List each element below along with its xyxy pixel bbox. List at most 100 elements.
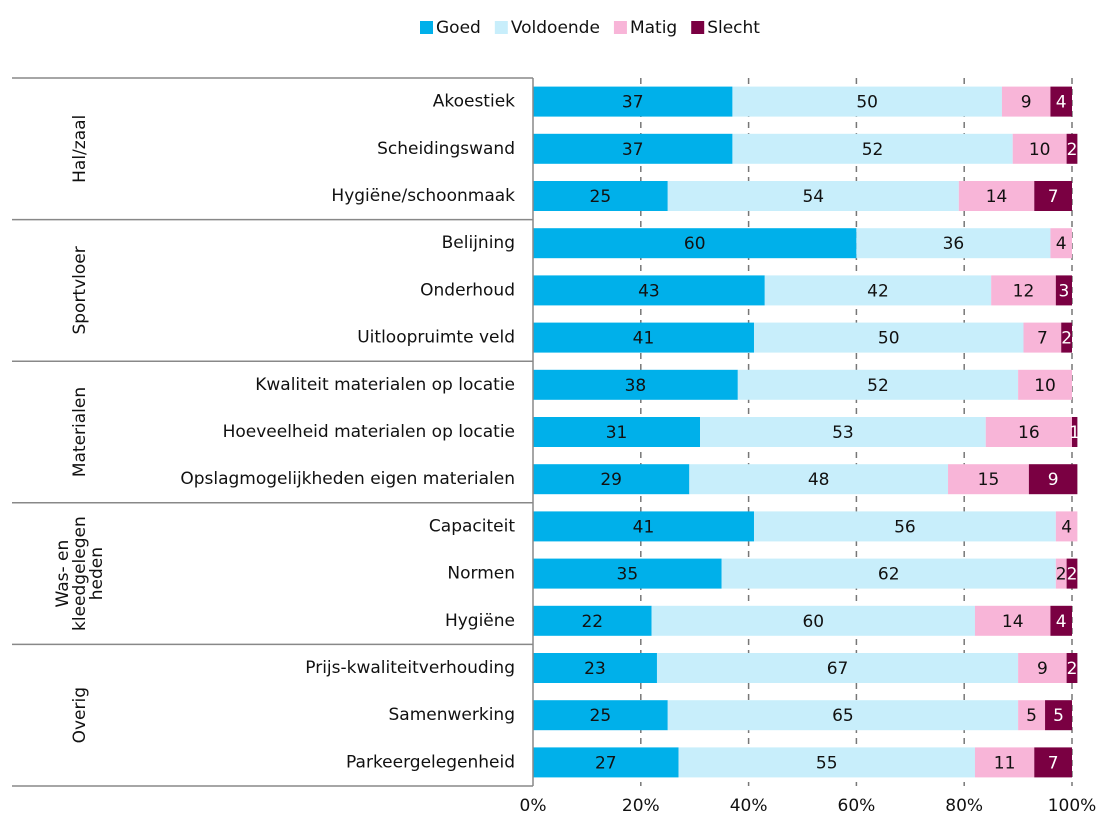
bar-segment: [1023, 322, 1062, 353]
data-label: 9: [1021, 93, 1032, 113]
x-tick-label: 60%: [838, 796, 876, 816]
data-label: 43: [638, 281, 660, 301]
data-label: 4: [1056, 612, 1067, 632]
y-tick-label: Onderhoud: [420, 280, 515, 300]
legend-swatch: [613, 21, 627, 34]
bar-segment: [1018, 653, 1067, 683]
y-tick-label: Normen: [447, 564, 515, 584]
data-label: 53: [832, 423, 854, 443]
data-label: 11: [994, 753, 1016, 773]
y-tick-label: Samenwerking: [389, 705, 516, 725]
legend: Goed Voldoende Matig Slecht: [420, 18, 760, 38]
bar-segment: [764, 275, 992, 306]
bar-segment: [1050, 605, 1072, 636]
group-label: Materialen: [70, 387, 90, 477]
y-tick-label: Hygiëne: [445, 611, 515, 631]
data-label: 25: [590, 187, 612, 207]
data-label: 2: [1067, 565, 1078, 585]
legend-label: Slecht: [707, 18, 760, 38]
bar-segment: [700, 417, 986, 447]
bar-segment: [732, 86, 1002, 117]
data-label: 9: [1048, 470, 1059, 490]
bar-segment: [533, 369, 738, 400]
data-label: 10: [1029, 140, 1051, 160]
bar-segment: [1018, 369, 1072, 400]
bar-segment: [985, 417, 1072, 447]
bar-segment: [991, 275, 1056, 306]
data-label: 25: [590, 706, 612, 726]
bar-segment: [533, 464, 690, 495]
data-label: 62: [878, 565, 900, 585]
data-label: 22: [581, 612, 603, 632]
bar-segment: [651, 605, 975, 636]
bar-segment: [533, 86, 733, 117]
bar-segment: [753, 511, 1056, 542]
data-label: 67: [827, 659, 849, 679]
data-label: 31: [606, 423, 628, 443]
data-label: 50: [856, 93, 878, 113]
group-label: Hal/zaal: [70, 115, 90, 183]
data-label: 10: [1034, 376, 1056, 396]
bar-segment: [721, 558, 1056, 589]
bar-segment: [656, 653, 1019, 683]
data-label: 60: [684, 234, 706, 254]
bar-segment: [974, 605, 1051, 636]
data-label: 56: [894, 517, 916, 537]
y-tick-label: Parkeergelegenheid: [346, 752, 515, 772]
data-label: 50: [878, 329, 900, 349]
bar-segment: [1066, 653, 1078, 683]
bar-segment: [1012, 133, 1067, 164]
legend-label: Voldoende: [511, 18, 600, 38]
group-label: heden: [87, 547, 107, 600]
bar-segment: [1034, 747, 1072, 778]
data-label: 5: [1053, 706, 1064, 726]
data-label: 41: [633, 517, 655, 537]
x-tick-label: 40%: [730, 796, 768, 816]
legend-label: Matig: [630, 18, 677, 38]
bar-segment: [1034, 181, 1072, 211]
bar-segment: [533, 181, 668, 211]
y-tick-label: Capaciteit: [429, 516, 515, 536]
bar-segment: [737, 369, 1019, 400]
bar-segment: [1018, 700, 1046, 731]
bar-segment: [689, 464, 949, 495]
bar-segment: [533, 275, 765, 306]
data-label: 37: [622, 140, 644, 160]
data-label: 38: [625, 376, 647, 396]
bar-segment: [533, 605, 652, 636]
bar-segment: [1001, 86, 1051, 117]
bar-segment: [533, 417, 701, 447]
data-label: 12: [1013, 281, 1035, 301]
data-label: 9: [1037, 659, 1048, 679]
bar-segment: [948, 464, 1029, 495]
data-label: 3: [1059, 281, 1070, 301]
data-label: 14: [986, 187, 1008, 207]
data-label: 7: [1037, 329, 1048, 349]
data-label: 52: [867, 376, 889, 396]
data-label: 60: [802, 612, 824, 632]
bar-segment: [533, 700, 668, 731]
data-label: 2: [1067, 659, 1078, 679]
bar-segment: [958, 181, 1035, 211]
bar-segment: [533, 133, 733, 164]
data-label: 23: [584, 659, 606, 679]
data-label: 29: [600, 470, 622, 490]
data-label: 7: [1048, 187, 1059, 207]
data-label: 1: [1069, 423, 1080, 443]
bar-segment: [1055, 511, 1078, 542]
data-label: 35: [617, 565, 639, 585]
bar-segment: [533, 511, 754, 542]
data-label: 2: [1056, 565, 1067, 585]
bar-segment: [753, 322, 1024, 353]
bar-segment: [1028, 464, 1078, 495]
bar-segment: [533, 322, 754, 353]
bar-segment: [533, 228, 857, 259]
bar-segment: [1045, 700, 1072, 731]
y-tick-label: Akoestiek: [433, 92, 515, 112]
y-tick-label: Prijs-kwaliteitverhouding: [305, 658, 515, 678]
data-label: 5: [1026, 706, 1037, 726]
bar-segment: [1061, 322, 1072, 353]
data-label: 2: [1061, 329, 1072, 349]
data-label: 4: [1056, 93, 1067, 113]
y-tick-label: Hygiëne/schoonmaak: [331, 186, 515, 206]
